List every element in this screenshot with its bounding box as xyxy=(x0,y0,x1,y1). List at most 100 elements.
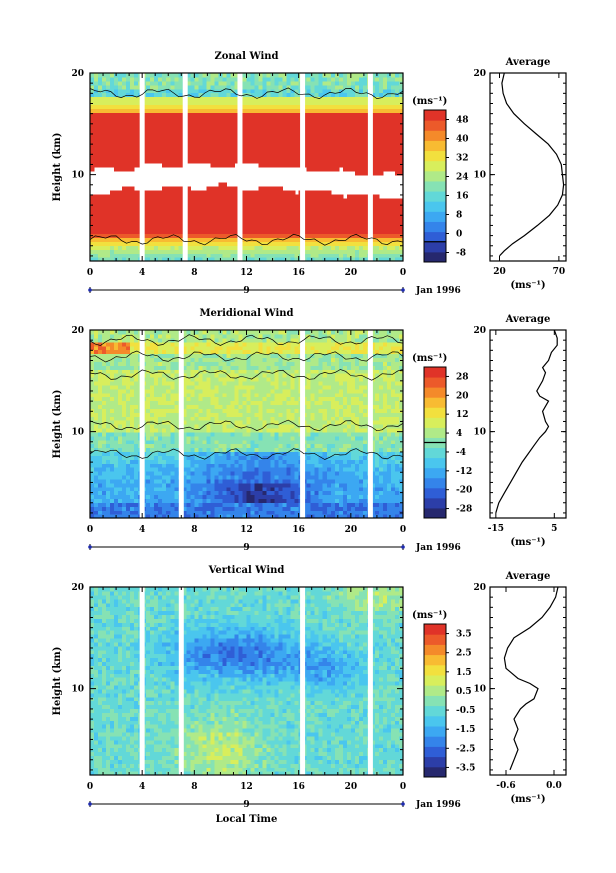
zonal-heatmap-cell xyxy=(190,190,195,196)
meridional-heatmap-cell xyxy=(98,478,103,484)
zonal-heatmap-cell xyxy=(306,253,312,258)
meridional-heatmap-cell xyxy=(90,377,95,382)
zonal-heatmap-cell xyxy=(198,190,203,196)
zonal-heatmap-cell xyxy=(318,84,324,90)
zonal-heatmap-cell xyxy=(202,253,207,258)
meridional-heatmap-cell xyxy=(186,474,191,480)
meridional-heatmap-cell xyxy=(198,416,203,421)
zonal-heatmap-cell xyxy=(102,108,107,113)
zonal-heatmap-cell xyxy=(178,116,183,121)
zonal-heatmap-cell xyxy=(134,127,139,133)
zonal-heatmap-cell xyxy=(134,221,139,227)
zonal-heatmap-cell xyxy=(318,123,324,129)
zonal-heatmap-cell xyxy=(234,155,240,160)
zonal-heatmap-cell xyxy=(346,257,352,262)
zonal-heatmap-cell xyxy=(326,214,332,219)
meridional-heatmap-cell xyxy=(90,330,95,335)
zonal-heatmap-cell xyxy=(126,84,131,90)
meridional-heatmap-cell xyxy=(94,420,99,425)
meridional-heatmap-cell xyxy=(90,408,95,413)
zonal-heatmap-cell xyxy=(146,233,151,239)
zonal-heatmap-cell xyxy=(234,249,240,254)
meridional-heatmap-cell xyxy=(94,373,99,378)
meridional-heatmap-cell xyxy=(170,341,175,347)
zonal-heatmap-cell xyxy=(218,104,224,109)
zonal-heatmap-cell xyxy=(358,147,364,152)
zonal-heatmap-cell xyxy=(226,143,232,149)
zonal-heatmap-cell xyxy=(90,237,95,243)
zonal-heatmap-cell xyxy=(134,233,139,239)
meridional-heatmap-cell xyxy=(210,494,215,500)
zonal-heatmap-cell xyxy=(226,202,232,207)
zonal-heatmap-cell xyxy=(210,225,215,231)
zonal-heatmap-cell xyxy=(258,135,264,141)
meridional-heatmap-cell xyxy=(202,416,207,421)
zonal-heatmap-cell xyxy=(290,245,296,250)
zonal-heatmap-cell xyxy=(310,88,316,94)
meridional-heatmap-cell xyxy=(134,349,139,355)
meridional-heatmap-cell xyxy=(114,392,119,398)
zonal-heatmap-cell xyxy=(94,120,99,125)
zonal-heatmap-cell xyxy=(118,92,123,98)
zonal-heatmap-cell xyxy=(214,210,220,215)
zonal-heatmap-cell xyxy=(190,198,195,203)
zonal-heatmap-cell xyxy=(202,112,207,117)
zonal-heatmap-cell xyxy=(266,96,272,102)
zonal-heatmap-cell xyxy=(306,92,312,98)
zonal-heatmap-cell xyxy=(202,120,207,125)
meridional-heatmap-cell xyxy=(162,459,167,464)
zonal-heatmap-cell xyxy=(330,217,336,223)
zonal-heatmap-cell xyxy=(330,229,336,235)
zonal-heatmap-cell xyxy=(198,139,203,145)
zonal-heatmap-cell xyxy=(378,163,384,168)
zonal-heatmap-cell xyxy=(134,112,139,117)
zonal-heatmap-cell xyxy=(90,245,95,250)
zonal-heatmap-cell xyxy=(382,135,388,141)
zonal-heatmap-cell xyxy=(290,112,296,117)
meridional-heatmap-cell xyxy=(126,459,131,464)
meridional-heatmap-cell xyxy=(134,380,139,386)
meridional-heatmap-cell xyxy=(114,474,119,480)
zonal-heatmap-cell xyxy=(186,206,191,211)
meridional-heatmap-cell xyxy=(90,474,95,480)
zonal-heatmap-cell xyxy=(154,245,159,250)
meridional-heatmap-cell xyxy=(94,502,99,507)
zonal-heatmap-cell xyxy=(242,104,248,109)
zonal-heatmap-cell xyxy=(390,253,396,258)
zonal-heatmap-cell xyxy=(374,131,380,137)
zonal-heatmap-cell xyxy=(266,151,272,156)
meridional-heatmap-cell xyxy=(162,388,167,394)
meridional-heatmap-cell xyxy=(130,357,135,362)
zonal-heatmap-cell xyxy=(254,139,260,145)
zonal-heatmap-cell xyxy=(122,233,127,239)
zonal-heatmap-cell xyxy=(254,84,260,90)
zonal-x-tick-label: 0 xyxy=(400,268,406,278)
zonal-heatmap-cell xyxy=(370,167,376,172)
meridional-heatmap-cell xyxy=(110,478,115,484)
zonal-heatmap-cell xyxy=(386,198,392,203)
meridional-heatmap-cell xyxy=(110,498,115,503)
meridional-heatmap-cell xyxy=(118,482,123,488)
zonal-heatmap-cell xyxy=(258,217,264,223)
zonal-heatmap-cell xyxy=(322,167,328,172)
meridional-heatmap-cell xyxy=(102,353,107,359)
zonal-heatmap-cell xyxy=(126,167,131,172)
zonal-heatmap-cell xyxy=(354,131,360,137)
zonal-heatmap-cell xyxy=(398,104,404,109)
meridional-heatmap-cell xyxy=(118,333,123,339)
zonal-heatmap-cell xyxy=(134,237,139,243)
zonal-heatmap-cell xyxy=(274,73,280,78)
meridional-heatmap-cell xyxy=(130,463,135,468)
zonal-heatmap-cell xyxy=(218,143,224,149)
zonal-heatmap-cell xyxy=(254,257,260,262)
zonal-heatmap-cell xyxy=(198,221,203,227)
zonal-heatmap-cell xyxy=(290,194,296,199)
zonal-heatmap-cell xyxy=(294,206,300,211)
meridional-heatmap-cell xyxy=(150,424,155,429)
zonal-heatmap-cell xyxy=(314,257,320,262)
zonal-heatmap-cell xyxy=(178,80,183,86)
zonal-heatmap-cell xyxy=(258,116,264,121)
zonal-heatmap-cell xyxy=(194,73,199,78)
meridional-heatmap-cell xyxy=(174,431,179,437)
zonal-heatmap-cell xyxy=(386,92,392,98)
